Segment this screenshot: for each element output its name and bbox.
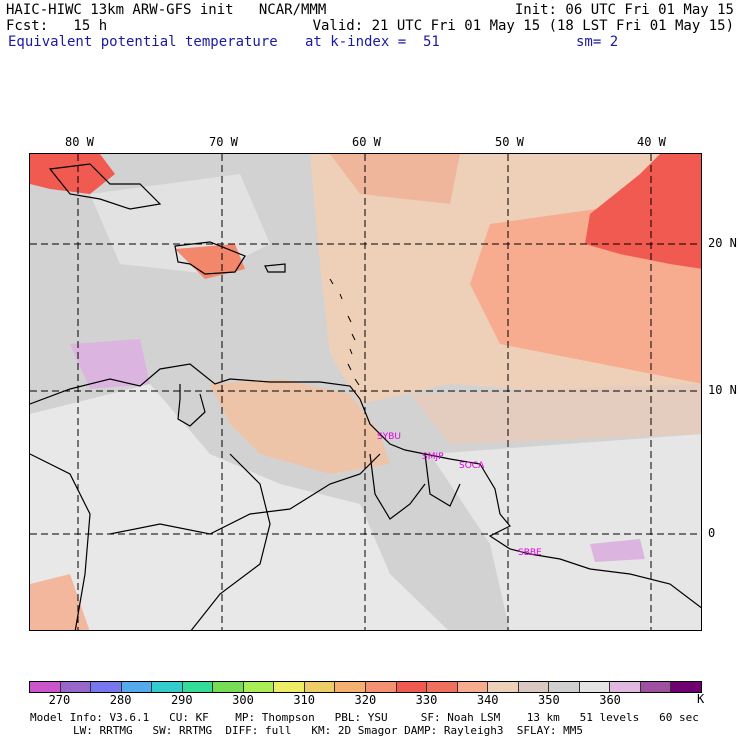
lat-lon-grid <box>30 154 701 630</box>
colorbar-swatch <box>304 682 336 692</box>
colorbar-label: 290 <box>170 693 193 707</box>
hispaniola-coast <box>174 241 246 275</box>
forecast-hour: Fcst: 15 h <box>6 18 108 34</box>
colorbar-swatch <box>396 682 428 692</box>
colorbar-swatch <box>366 682 397 692</box>
colorbar-swatch <box>579 682 611 692</box>
colorbar-swatch <box>243 682 275 692</box>
colorbar-label: 270 <box>48 693 71 707</box>
colorbar-label: 360 <box>599 693 621 707</box>
maracaibo-coast <box>177 384 206 427</box>
lat-label-20n: 20 N <box>708 236 737 250</box>
level-index: at k-index = 51 <box>305 34 440 50</box>
colorbar-swatch <box>60 682 92 692</box>
field-name: Equivalent potential temperature <box>8 34 278 50</box>
colorbar-label: 320 <box>354 693 377 707</box>
field-light-east <box>430 434 701 630</box>
field-venezuela-warm <box>210 379 390 474</box>
site-sybu: SYBU <box>377 432 401 442</box>
field-warm-band-2 <box>410 384 701 444</box>
colorbar-swatch <box>457 682 489 692</box>
valid-time: Valid: 21 UTC Fri 01 May 15 (18 LST Fri … <box>312 18 734 34</box>
colorbar-swatch <box>335 682 367 692</box>
site-soca: SOCA <box>459 461 485 471</box>
field-hispaniola-warm <box>175 244 245 279</box>
field-lavender-west <box>70 339 150 389</box>
colorbar-swatch <box>610 682 641 692</box>
model-title: HAIC-HIWC 13km ARW-GFS init NCAR/MMM <box>6 2 327 18</box>
map-panel: SYBU SMJP SOCA SBBE <box>29 153 702 631</box>
lon-label-60w: 60 W <box>352 135 381 149</box>
colorbar-label: 310 <box>293 693 315 707</box>
colorbar-label: 340 <box>476 693 499 707</box>
lesser-antilles <box>329 278 360 386</box>
colorbar-swatch <box>91 682 122 692</box>
field-pacific-warm <box>30 574 90 630</box>
colorbar-swatch <box>518 682 550 692</box>
colorbar-swatch <box>488 682 519 692</box>
colorbar <box>29 681 702 693</box>
lat-label-0: 0 <box>708 526 716 540</box>
lon-label-70w: 70 W <box>209 135 238 149</box>
field-red-northwest <box>30 154 115 194</box>
smoothing: sm= 2 <box>576 34 619 50</box>
lon-label-50w: 50 W <box>495 135 524 149</box>
colorbar-swatch <box>671 682 702 692</box>
colombia-west-coast <box>30 453 91 630</box>
cuba-coast <box>48 163 162 210</box>
colorbar-swatch <box>30 682 61 692</box>
interior-border-1 <box>109 453 381 535</box>
colorbar-label: 330 <box>415 693 438 707</box>
model-info: Model Info: V3.6.1 CU: KF MP: Thompson P… <box>30 711 699 724</box>
colorbar-swatch <box>121 682 153 692</box>
suriname-border <box>424 453 461 507</box>
island-chain <box>329 278 360 386</box>
lat-label-10n: 10 N <box>708 383 737 397</box>
init-time: Init: 06 UTC Fri 01 May 15 <box>514 2 734 18</box>
colorbar-swatch <box>274 682 305 692</box>
south-america-north-coast <box>30 363 701 609</box>
field-salmon-north <box>330 154 460 204</box>
colorbar-swatch <box>640 682 672 692</box>
theta-e-field <box>30 154 701 630</box>
physics-info: LW: RRTMG SW: RRTMG DIFF: full KM: 2D Sm… <box>73 724 583 737</box>
colorbar-swatch <box>213 682 244 692</box>
field-lavender-east <box>590 539 645 562</box>
site-sbbe: SBBE <box>518 548 542 558</box>
colorbar-swatch <box>182 682 214 692</box>
lon-label-80w: 80 W <box>65 135 94 149</box>
guyana-border <box>369 453 426 520</box>
colorbar-swatch <box>152 682 183 692</box>
colorbar-unit: K <box>697 692 705 706</box>
colorbar-swatch <box>549 682 580 692</box>
colorbar-label: 280 <box>109 693 132 707</box>
colorbar-swatch <box>427 682 458 692</box>
coastlines <box>30 163 701 630</box>
colorbar-label: 300 <box>232 693 254 707</box>
field-red-east <box>585 154 701 269</box>
site-smjp: SMJP <box>422 452 444 462</box>
interior-border-2 <box>190 453 271 630</box>
field-light-south <box>30 384 448 630</box>
colorbar-label: 350 <box>538 693 560 707</box>
puerto-rico-coast <box>264 263 286 273</box>
lon-label-40w: 40 W <box>637 135 666 149</box>
